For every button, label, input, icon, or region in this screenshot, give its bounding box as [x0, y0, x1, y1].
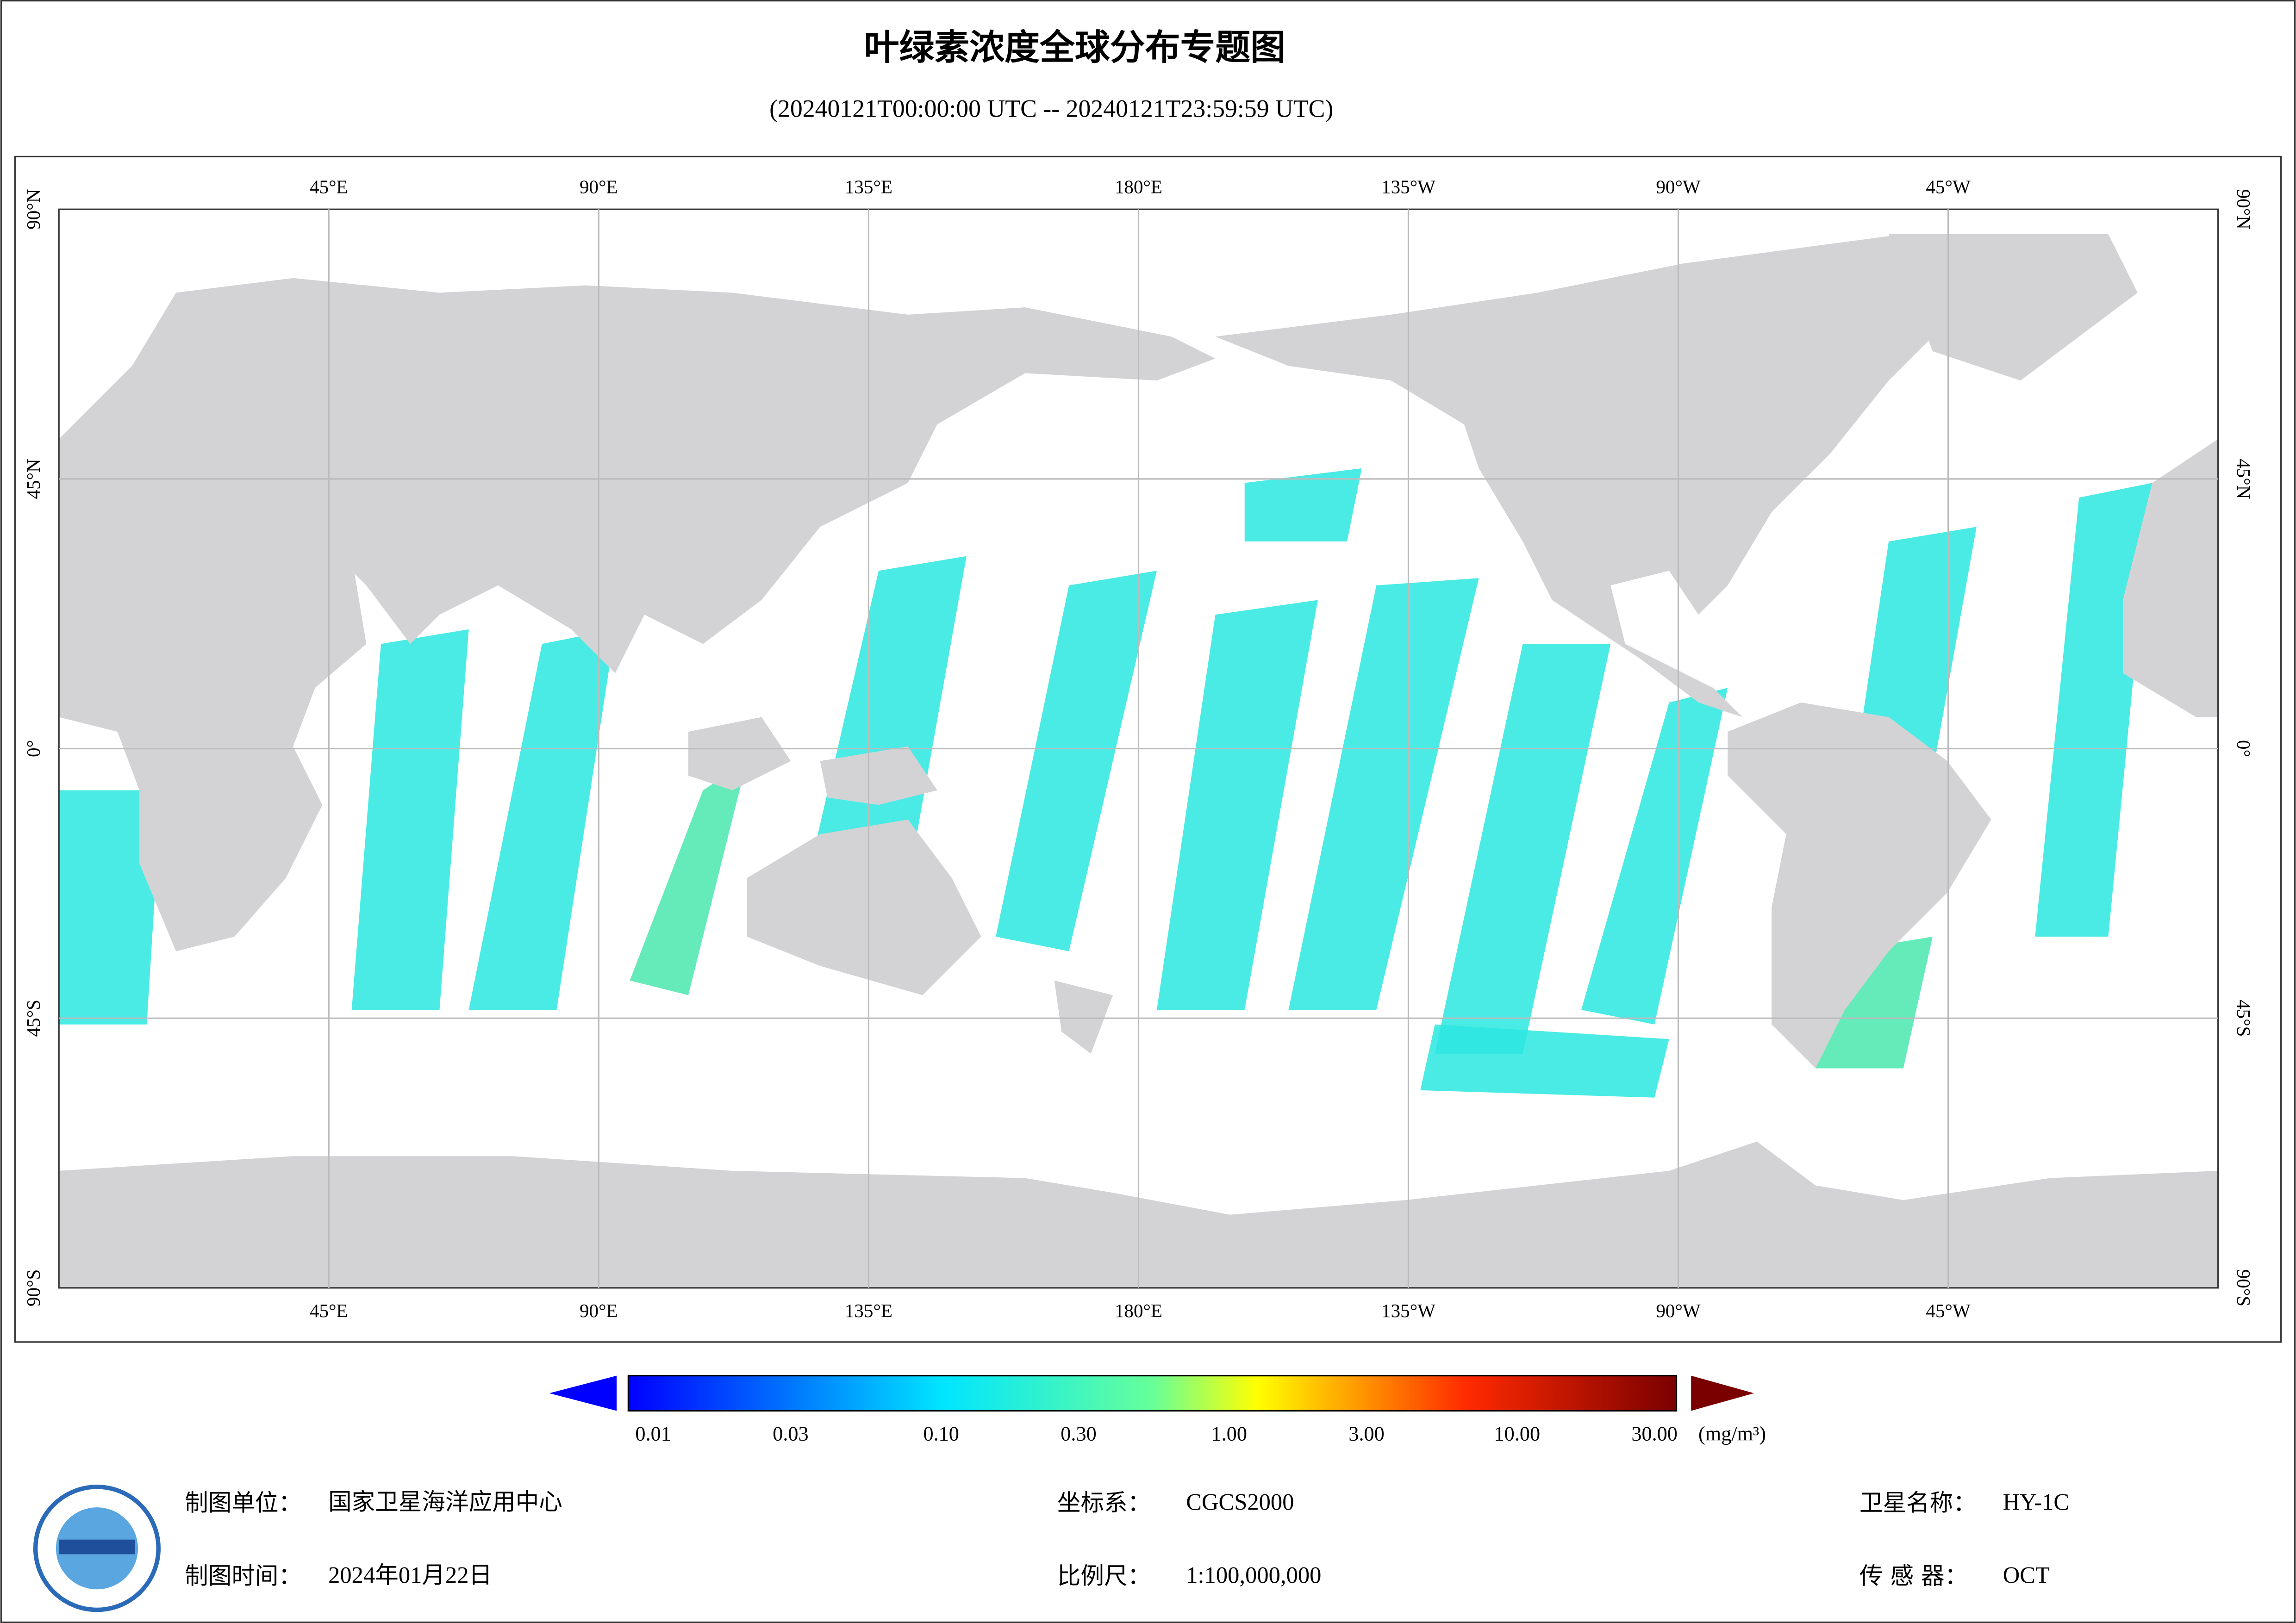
field-value: 2024年01月22日: [328, 1562, 492, 1588]
colorbar-tick-label: 0.03: [773, 1422, 808, 1445]
lat-label-right: 0°: [2233, 740, 2254, 757]
lon-label-bottom: 180°E: [1115, 1300, 1162, 1321]
lat-label-left: 90°S: [23, 1269, 44, 1306]
lon-label-top: 135°W: [1381, 176, 1435, 197]
lon-label-bottom: 45°W: [1926, 1300, 1971, 1321]
field-label: 卫星名称：: [1859, 1489, 1977, 1516]
colorbar-tick-label: 0.10: [923, 1422, 959, 1445]
title: 叶绿素浓度全球分布专题图: [864, 27, 1286, 68]
swath: [1244, 468, 1362, 542]
iberia: [2166, 468, 2218, 527]
swaths: [59, 468, 2152, 1098]
colorbar-tick-label: 30.00: [1631, 1422, 1678, 1445]
colorbar-bar: [627, 1374, 1678, 1412]
south-america: [1728, 702, 1991, 1069]
field-value: 1:100,000,000: [1186, 1562, 1321, 1588]
field-label: 传 感 器：: [1859, 1562, 1968, 1589]
eurasia: [59, 278, 1216, 673]
swath: [2035, 483, 2152, 937]
field-label: 制图时间：: [185, 1562, 302, 1589]
swath: [59, 790, 162, 1025]
lon-label-bottom: 90°E: [580, 1300, 618, 1321]
sumatra-borneo: [688, 717, 791, 790]
australia: [747, 819, 981, 995]
lon-label-bottom: 45°E: [310, 1300, 348, 1321]
africa: [59, 468, 367, 951]
field-label: 制图单位：: [185, 1489, 302, 1516]
swath: [468, 629, 615, 1010]
swath: [996, 571, 1157, 951]
colorbar-tick-label: 0.01: [635, 1422, 671, 1445]
lat-label-right: 90°N: [2233, 189, 2254, 230]
colorbar-tick-label: 10.00: [1494, 1422, 1541, 1445]
north-america: [1215, 234, 1977, 717]
colorbar-high-arrow: [1691, 1375, 1754, 1411]
swath: [1156, 600, 1318, 1010]
colorbar-low-arrow: [549, 1375, 617, 1411]
colorbar-tick-label: 1.00: [1211, 1422, 1247, 1445]
logo: [33, 1485, 161, 1612]
lat-label-right: 90°S: [2233, 1269, 2254, 1306]
colorbar-tick-label: 3.00: [1348, 1422, 1384, 1445]
map-frame: [14, 155, 2282, 1343]
lon-label-bottom: 90°W: [1656, 1300, 1701, 1321]
colorbar-unit: (mg/m³): [1698, 1422, 1766, 1445]
lon-label-bottom: 135°E: [845, 1300, 892, 1321]
lon-label-bottom: 135°W: [1381, 1300, 1435, 1321]
colorbar: (mg/m³) 0.01 0.03 0.10 0.30 1.00 3.00 10.00 30.…: [549, 1374, 1766, 1445]
lon-label-top: 90°W: [1656, 176, 1701, 197]
field-label: 坐标系：: [1057, 1489, 1151, 1516]
swath: [351, 629, 469, 1010]
lat-label-left: 0°: [23, 740, 44, 757]
lat-label-left: 45°S: [23, 1000, 44, 1037]
lon-label-top: 45°W: [1926, 176, 1971, 197]
new-guinea: [820, 746, 937, 805]
colorbar-tick-label: 0.30: [1061, 1422, 1096, 1445]
subtitle: (20240121T00:00:00 UTC -- 20240121T23:59…: [769, 95, 1333, 123]
lat-label-right: 45°N: [2233, 459, 2254, 499]
swath: [1420, 1024, 1669, 1098]
lon-label-top: 45°E: [310, 176, 348, 197]
graticule: 45°E 45°E 90°E 90°E 135°E 135°E 180°E 180°E 135°…: [23, 176, 2254, 1321]
swath: [1435, 644, 1611, 1054]
logo-satellite: [59, 1539, 135, 1555]
lat-label-right: 45°S: [2233, 1000, 2254, 1037]
field-value: 国家卫星海洋应用中心: [328, 1489, 562, 1515]
lat-label-left: 45°N: [23, 459, 44, 499]
swath: [1288, 578, 1479, 1010]
field-value: OCT: [2003, 1562, 2050, 1588]
lon-label-top: 180°E: [1115, 176, 1162, 197]
swath: [630, 761, 747, 995]
field-value: HY-1C: [2003, 1489, 2069, 1515]
lat-label-left: 90°N: [23, 189, 44, 230]
lon-label-top: 135°E: [845, 176, 892, 197]
field-label: 比例尺：: [1057, 1562, 1151, 1589]
lon-label-top: 90°E: [580, 176, 618, 197]
new-zealand: [1054, 980, 1113, 1054]
greenland: [1889, 234, 2138, 381]
swath: [1581, 688, 1728, 1025]
field-value: CGCS2000: [1186, 1489, 1294, 1515]
